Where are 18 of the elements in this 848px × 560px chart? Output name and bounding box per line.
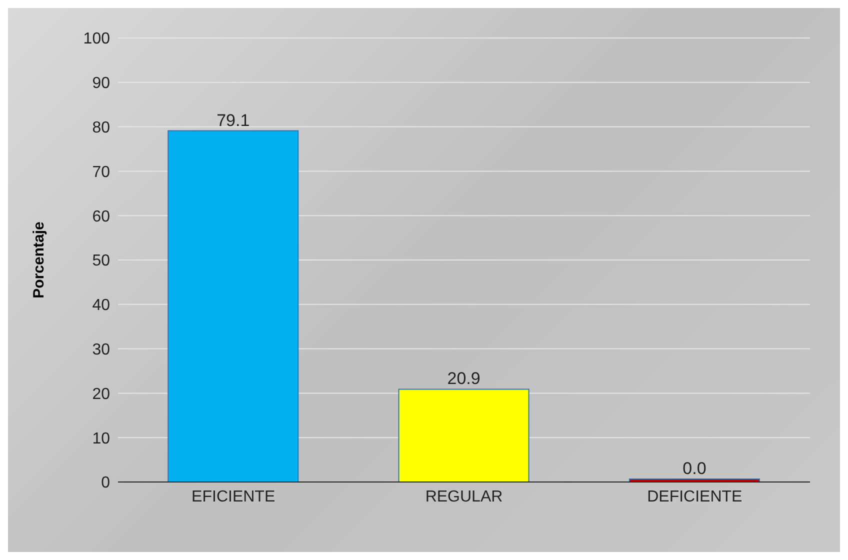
y-tick-label: 20 bbox=[92, 386, 110, 403]
y-tick-label: 50 bbox=[92, 252, 110, 270]
data-label: 79.1 bbox=[216, 110, 250, 130]
y-tick-label: 30 bbox=[92, 341, 110, 358]
y-axis-title: Porcentaje bbox=[30, 222, 48, 298]
x-tick-label: EFICIENTE bbox=[192, 488, 276, 506]
x-tick-label: DEFICIENTE bbox=[647, 488, 742, 506]
data-label: 0.0 bbox=[682, 459, 706, 478]
y-tick-label: 10 bbox=[92, 430, 110, 448]
data-label: 20.9 bbox=[447, 369, 480, 388]
y-tick-label: 60 bbox=[92, 208, 110, 226]
y-tick-label: 80 bbox=[92, 119, 110, 136]
y-tick-label: 40 bbox=[92, 297, 110, 314]
y-tick-label: 90 bbox=[92, 75, 110, 92]
y-tick-label: 100 bbox=[83, 30, 110, 48]
y-tick-label: 0 bbox=[101, 474, 110, 492]
x-tick-label: REGULAR bbox=[425, 488, 503, 506]
y-tick-label: 70 bbox=[92, 164, 110, 181]
